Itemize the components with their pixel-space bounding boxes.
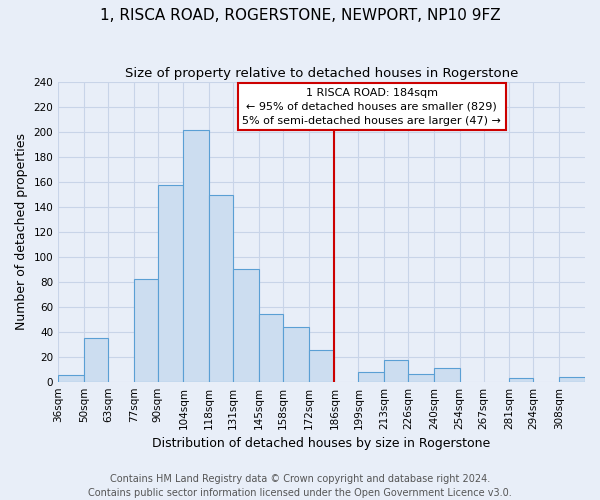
- Bar: [158, 186, 184, 382]
- Bar: [58, 376, 84, 382]
- Bar: [408, 374, 434, 382]
- Text: Contains HM Land Registry data © Crown copyright and database right 2024.
Contai: Contains HM Land Registry data © Crown c…: [88, 474, 512, 498]
- Text: 1 RISCA ROAD: 184sqm
← 95% of detached houses are smaller (829)
5% of semi-detac: 1 RISCA ROAD: 184sqm ← 95% of detached h…: [242, 88, 501, 126]
- Bar: [184, 130, 209, 382]
- Bar: [259, 314, 283, 382]
- Bar: [308, 350, 334, 382]
- Y-axis label: Number of detached properties: Number of detached properties: [15, 133, 28, 330]
- Bar: [134, 279, 158, 382]
- Bar: [358, 372, 384, 382]
- Bar: [233, 269, 259, 382]
- Title: Size of property relative to detached houses in Rogerstone: Size of property relative to detached ho…: [125, 68, 518, 80]
- X-axis label: Distribution of detached houses by size in Rogerstone: Distribution of detached houses by size …: [152, 437, 491, 450]
- Bar: [559, 376, 585, 382]
- Bar: [283, 326, 308, 382]
- Text: 1, RISCA ROAD, ROGERSTONE, NEWPORT, NP10 9FZ: 1, RISCA ROAD, ROGERSTONE, NEWPORT, NP10…: [100, 8, 500, 22]
- Bar: [384, 360, 408, 382]
- Bar: [509, 378, 533, 382]
- Bar: [434, 368, 460, 382]
- Bar: [84, 338, 108, 382]
- Bar: [209, 196, 233, 382]
